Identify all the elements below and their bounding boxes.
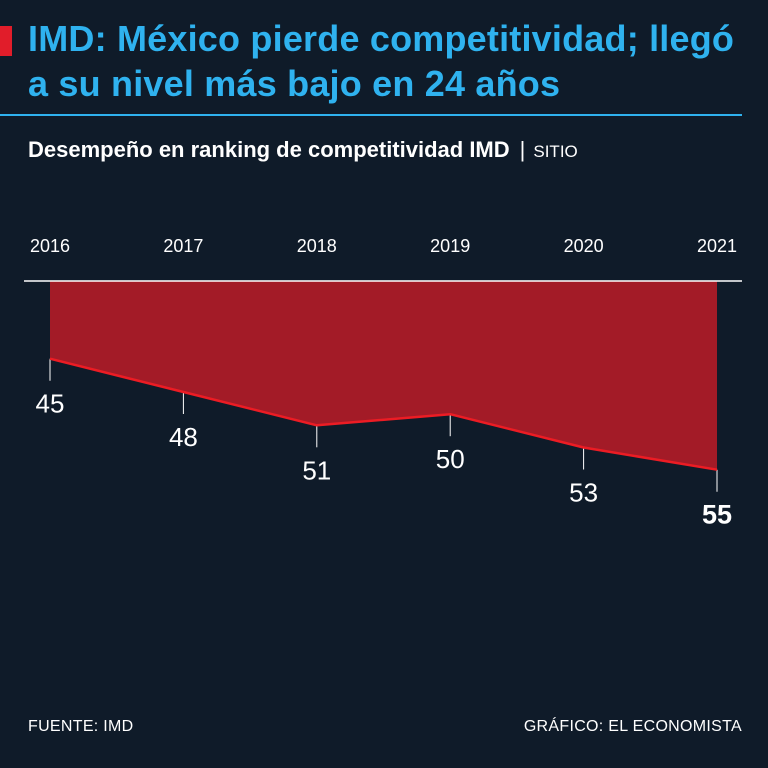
- area-fill: [50, 281, 717, 470]
- x-tick-label: 2018: [297, 236, 337, 256]
- series-line: [49, 357, 718, 471]
- credit-note: GRÁFICO: EL ECONOMISTA: [523, 718, 742, 735]
- x-tick-label: 2020: [564, 236, 604, 256]
- data-label: 50: [436, 444, 465, 474]
- data-label: 51: [302, 455, 331, 485]
- accent-bar: [0, 26, 12, 56]
- subtitle-unit: SITIO: [533, 142, 578, 161]
- data-label: 48: [169, 422, 198, 452]
- chart-subtitle: Desempeño en ranking de competitividad I…: [28, 136, 578, 166]
- source-note: FUENTE: IMD: [28, 718, 134, 735]
- x-tick-label: 2019: [430, 236, 470, 256]
- subtitle-separator: |: [519, 137, 526, 162]
- title-rule: [0, 114, 742, 116]
- data-label: 55: [702, 500, 732, 530]
- data-label: 53: [569, 478, 598, 508]
- x-tick-label: 2017: [163, 236, 203, 256]
- chart-title: IMD: México pierde competitividad; llegó…: [28, 18, 735, 104]
- x-tick-label: 2016: [30, 236, 70, 256]
- data-label: 45: [36, 389, 65, 419]
- x-tick-label: 2021: [697, 236, 737, 256]
- subtitle-text: Desempeño en ranking de competitividad I…: [28, 137, 510, 162]
